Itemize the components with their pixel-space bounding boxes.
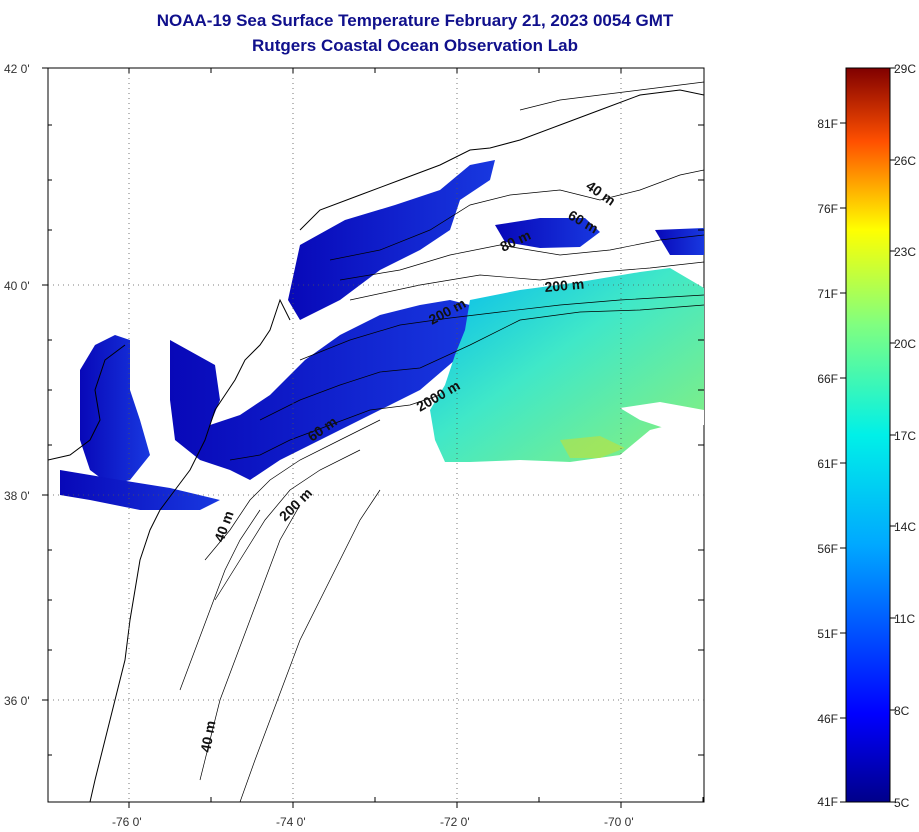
colorbar-fahrenheit-label: 56F [817, 542, 838, 556]
sst-coastal-band [170, 300, 480, 480]
sst-shelf-water [288, 160, 495, 320]
colorbar-celsius-label: 23C [894, 245, 916, 259]
colorbar-celsius-label: 20C [894, 337, 916, 351]
sst-sound-patch [495, 218, 600, 248]
lat-label: 36 0' [4, 694, 30, 708]
colorbar-fahrenheit-label: 46F [817, 712, 838, 726]
colorbar-celsius-label: 14C [894, 520, 916, 534]
colorbar-celsius-label: 29C [894, 62, 916, 76]
colorbar-celsius-label: 5C [894, 796, 910, 810]
colorbar-fahrenheit-label: 81F [817, 117, 838, 131]
lat-label: 38 0' [4, 489, 30, 503]
colorbar-celsius-label: 17C [894, 429, 916, 443]
axis-ticks [42, 67, 704, 808]
sst-northeast-patch [655, 228, 704, 255]
cloud-gap [620, 402, 704, 430]
colorbar-fahrenheit-label: 71F [817, 287, 838, 301]
colorbar-celsius-label: 11C [894, 612, 915, 626]
colorbar-fahrenheit-label: 51F [817, 627, 838, 641]
colorbar-celsius-label: 26C [894, 154, 916, 168]
bathymetry-contours [179, 81, 704, 802]
sst-south-patch [60, 470, 220, 510]
lat-label: 40 0' [4, 279, 30, 293]
colorbar-fahrenheit-label: 66F [817, 372, 838, 386]
colorbar-fahrenheit-label: 61F [817, 457, 838, 471]
lon-label: -76 0' [112, 815, 142, 829]
map-title: NOAA-19 Sea Surface Temperature February… [156, 11, 674, 30]
lon-label: -72 0' [440, 815, 470, 829]
contour-label: 200 m [544, 276, 585, 295]
colorbar-fahrenheit-label: 76F [817, 202, 838, 216]
coastline [48, 89, 704, 802]
sst-bay-patch [80, 335, 150, 485]
colorbar-fahrenheit-label: 41F [817, 795, 838, 809]
sst-warm-eddy [560, 436, 625, 458]
map-content: 40 m 60 m 80 m 200 m 200 m 2000 m 60 m 2… [48, 68, 704, 802]
contour-label: 40 m [197, 719, 218, 753]
lon-label: -70 0' [604, 815, 634, 829]
map-subtitle: Rutgers Coastal Ocean Observation Lab [252, 36, 578, 55]
lat-label: 42 0' [4, 62, 30, 76]
lon-label: -74 0' [276, 815, 306, 829]
temperature-colorbar [845, 67, 891, 803]
colorbar-celsius-label: 8C [894, 704, 910, 718]
colorbar-ticks [840, 67, 896, 803]
